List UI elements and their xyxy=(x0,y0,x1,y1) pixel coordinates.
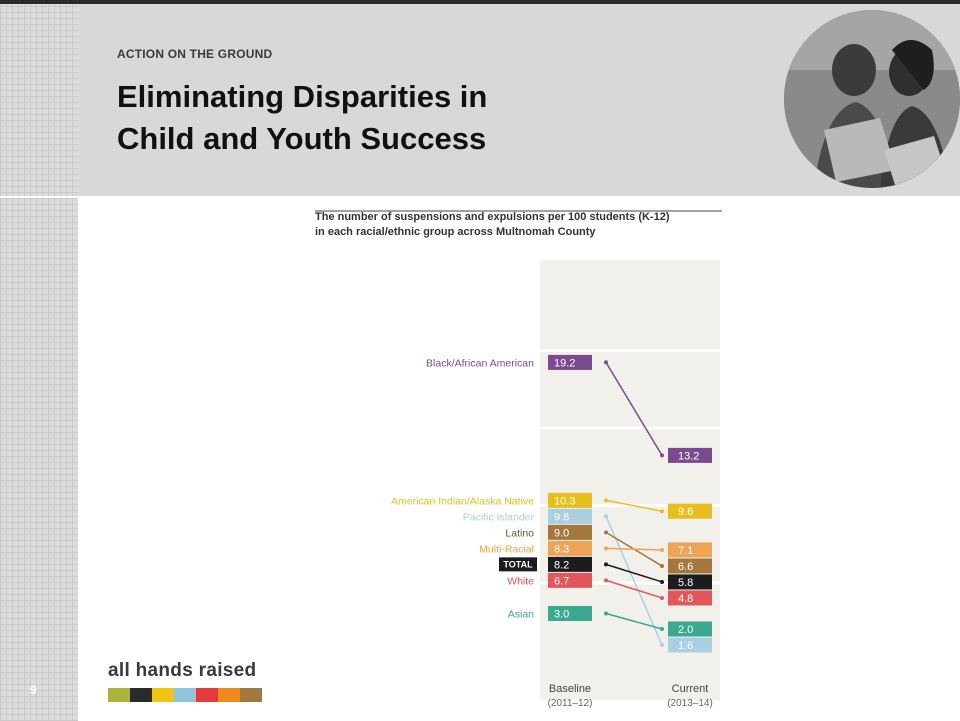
students-photo-illustration xyxy=(784,10,960,188)
value-baseline-total: 8.2 xyxy=(554,559,569,571)
bar-current-multi-racial xyxy=(668,542,712,558)
column-label-current: Current xyxy=(672,683,709,695)
grid-pattern-strip xyxy=(0,0,78,721)
slide-title: Eliminating Disparities in Child and You… xyxy=(117,76,677,160)
brand-bar-6 xyxy=(218,688,240,702)
chart-title-line-1: The number of suspensions and expulsions… xyxy=(315,211,670,223)
bar-baseline-pacific-islander xyxy=(548,508,592,524)
section-kicker: ACTION ON THE GROUND xyxy=(117,47,273,61)
column-period-current: (2013–14) xyxy=(667,698,713,709)
dot-baseline-multi-racial xyxy=(604,546,608,551)
column-label-baseline: Baseline xyxy=(549,683,591,695)
bar-current-asian xyxy=(668,621,712,637)
column-period-baseline: (2011–12) xyxy=(548,698,593,709)
page-number: 9 xyxy=(30,683,37,697)
value-baseline-black-african-american: 19.2 xyxy=(554,357,575,369)
label-multi-racial: Multi-Racial xyxy=(479,543,534,555)
value-baseline-multi-racial: 8.3 xyxy=(554,543,569,555)
label-american-indian-alaska-native: American Indian/Alaska Native xyxy=(391,495,534,507)
value-current-white: 4.8 xyxy=(678,593,693,605)
gridline-20 xyxy=(540,349,720,352)
dot-baseline-pacific-islander xyxy=(604,514,608,519)
bar-current-total xyxy=(668,574,712,590)
label-asian: Asian xyxy=(508,609,534,621)
disparity-slope-chart: The number of suspensions and expulsions… xyxy=(315,210,722,709)
gridline-5 xyxy=(540,581,720,585)
bar-baseline-american-indian-alaska-native xyxy=(548,492,592,508)
bar-baseline-latino xyxy=(548,524,592,540)
slope-line-total xyxy=(605,563,663,583)
bar-baseline-asian xyxy=(548,606,592,621)
title-line-1: Eliminating Disparities in xyxy=(117,79,488,114)
bar-current-white xyxy=(668,590,712,606)
brand-bar-1 xyxy=(108,688,130,702)
value-baseline-american-indian-alaska-native: 10.3 xyxy=(554,495,575,507)
slope-line-black-african-american xyxy=(605,362,663,456)
dot-current-american-indian-alaska-native xyxy=(660,509,664,514)
slope-line-american-indian-alaska-native xyxy=(605,499,663,512)
value-baseline-white: 6.7 xyxy=(554,575,569,587)
dot-current-asian xyxy=(660,627,664,631)
bar-current-latino xyxy=(668,558,712,574)
value-current-total: 5.8 xyxy=(678,577,693,589)
slope-lines xyxy=(604,360,664,647)
bar-current-black-african-american xyxy=(668,447,712,463)
dot-baseline-white xyxy=(604,578,608,583)
top-border xyxy=(0,0,960,4)
value-baseline-pacific-islander: 9.8 xyxy=(554,511,569,523)
value-current-pacific-islander: 1.6 xyxy=(678,640,693,652)
brand-bar-3 xyxy=(152,688,174,702)
slope-line-asian xyxy=(605,612,663,630)
dot-baseline-asian xyxy=(604,611,608,616)
value-current-multi-racial: 7.1 xyxy=(678,545,693,557)
value-baseline-latino: 9.0 xyxy=(554,527,569,539)
dot-current-multi-racial xyxy=(660,547,664,552)
brand-bar-2 xyxy=(130,688,152,702)
gridline-15 xyxy=(540,426,720,430)
value-current-american-indian-alaska-native: 9.6 xyxy=(678,506,693,518)
value-marks: 19.2 13.2 10.3 9.6 9.8 1.6 9.0 6.6 8.3 7.1 8.2 5.8 6… xyxy=(548,354,712,653)
brand-bar-4 xyxy=(174,688,196,702)
label-pacific-islander: Pacific Islander xyxy=(463,511,535,523)
label-bg-total xyxy=(499,557,537,572)
header-divider xyxy=(0,196,960,198)
dot-current-white xyxy=(660,595,664,600)
title-line-2: Child and Youth Success xyxy=(117,121,487,156)
slope-line-multi-racial xyxy=(605,547,663,551)
dot-baseline-total xyxy=(604,562,608,567)
label-latino: Latino xyxy=(505,527,534,539)
bar-current-pacific-islander xyxy=(668,637,712,653)
slope-line-white xyxy=(605,579,663,599)
bar-baseline-multi-racial xyxy=(548,540,592,556)
dot-current-black-african-american xyxy=(660,453,664,458)
bar-current-american-indian-alaska-native xyxy=(668,503,712,519)
brand-logo-text: all hands raised xyxy=(108,660,257,681)
chart-title-line-2: in each racial/ethnic group across Multn… xyxy=(315,226,596,238)
brand-color-bars xyxy=(108,688,262,702)
label-black-african-american: Black/African American xyxy=(426,357,534,369)
bar-baseline-white xyxy=(548,572,592,588)
bar-baseline-total xyxy=(548,556,592,572)
label-white: White xyxy=(507,575,534,587)
dot-current-total xyxy=(660,579,664,584)
brand-bar-5 xyxy=(196,688,218,702)
label-total: TOTAL xyxy=(503,559,533,569)
series-labels: Black/African American American Indian/Al… xyxy=(391,357,537,621)
value-current-black-african-american: 13.2 xyxy=(678,450,699,462)
students-photo xyxy=(784,10,960,188)
dot-current-latino xyxy=(660,563,664,568)
brand-bar-7 xyxy=(240,688,262,702)
value-current-asian: 2.0 xyxy=(678,624,693,636)
dot-baseline-american-indian-alaska-native xyxy=(604,498,608,503)
value-baseline-asian: 3.0 xyxy=(554,609,569,621)
dot-baseline-latino xyxy=(604,530,608,535)
value-current-latino: 6.6 xyxy=(678,561,693,573)
dot-baseline-black-african-american xyxy=(604,360,608,365)
dot-current-pacific-islander xyxy=(660,643,664,647)
bar-baseline-black-african-american xyxy=(548,354,592,370)
